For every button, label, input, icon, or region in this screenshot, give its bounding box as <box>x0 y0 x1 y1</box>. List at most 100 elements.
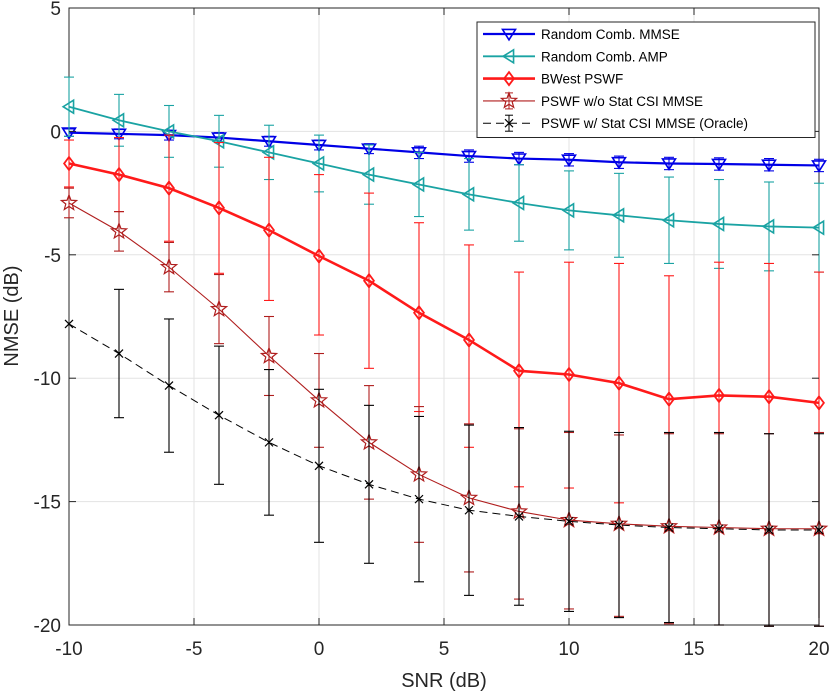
data-point-marker <box>263 222 275 239</box>
data-point-marker <box>501 48 515 65</box>
x-tick-label: 10 <box>558 639 579 660</box>
y-tick-label: 5 <box>50 0 61 20</box>
x-tick-label: 5 <box>439 639 450 660</box>
legend-label: PSWF w/o Stat CSI MMSE <box>541 94 703 109</box>
x-tick-label: -10 <box>55 639 82 660</box>
data-point-marker <box>511 153 527 166</box>
data-point-marker <box>811 219 825 236</box>
data-point-marker <box>503 70 515 87</box>
data-point-marker <box>811 160 827 173</box>
x-marker-stroke <box>464 505 474 515</box>
data-point-marker <box>564 516 574 526</box>
data-point-marker <box>713 387 725 404</box>
data-point-marker <box>813 394 825 411</box>
data-point-marker <box>214 410 224 420</box>
data-point-marker <box>611 156 627 170</box>
data-point-marker <box>814 525 824 535</box>
legend-item: PSWF w/o Stat CSI MMSE <box>483 91 703 110</box>
data-point-marker <box>561 154 577 168</box>
data-point-marker <box>611 207 625 224</box>
data-point-marker <box>761 159 777 173</box>
data-point-marker <box>413 304 425 321</box>
data-point-marker <box>501 28 517 42</box>
data-point-marker <box>711 216 725 232</box>
data-point-marker <box>363 272 375 289</box>
x-marker-stroke <box>714 524 724 534</box>
data-point-marker <box>209 299 229 317</box>
series-bwest-pswf <box>63 134 825 535</box>
x-marker-stroke <box>504 118 514 128</box>
x-tick-label: -5 <box>186 639 203 660</box>
data-point-marker <box>661 158 677 171</box>
data-point-marker <box>61 98 75 115</box>
series-line <box>68 162 820 405</box>
data-point-marker <box>614 520 624 530</box>
data-point-marker <box>159 257 179 275</box>
data-point-marker <box>664 523 674 532</box>
data-point-marker <box>563 366 575 383</box>
data-point-marker <box>63 155 75 172</box>
data-point-marker <box>461 186 475 203</box>
data-point-marker <box>261 144 275 161</box>
data-point-marker <box>311 155 325 172</box>
data-point-marker <box>361 143 377 157</box>
data-point-marker <box>164 381 174 391</box>
x-tick-label: 15 <box>683 639 704 660</box>
data-point-marker <box>663 391 675 408</box>
data-point-marker <box>461 150 477 164</box>
data-point-marker <box>113 166 125 183</box>
x-tick-label: 20 <box>808 639 829 660</box>
x-marker-stroke <box>64 319 74 329</box>
x-marker-stroke <box>314 461 324 471</box>
legend-label: PSWF w/ Stat CSI MMSE (Oracle) <box>541 116 748 131</box>
legend-label: Random Comb. MMSE <box>541 27 680 42</box>
x-marker-stroke <box>814 525 824 535</box>
x-marker-stroke <box>414 494 424 504</box>
y-tick-label: 0 <box>50 122 61 143</box>
data-point-marker <box>414 494 424 504</box>
data-point-marker <box>761 218 775 235</box>
data-point-marker <box>109 221 129 240</box>
legend-label: BWest PSWF <box>541 72 623 87</box>
legend-label: Random Comb. AMP <box>541 49 668 64</box>
data-point-marker <box>613 375 625 392</box>
data-point-marker <box>504 118 514 128</box>
data-point-marker <box>264 437 274 447</box>
x-marker-stroke <box>264 437 274 447</box>
data-point-marker <box>464 505 474 515</box>
data-point-marker <box>463 331 475 348</box>
series-line <box>68 202 819 530</box>
data-point-marker <box>64 319 74 329</box>
data-point-marker <box>714 524 724 534</box>
data-point-marker <box>711 158 727 172</box>
data-point-marker <box>211 133 225 150</box>
y-axis-label: NMSE (dB) <box>1 265 23 366</box>
legend-item: Random Comb. AMP <box>483 48 668 65</box>
x-tick-label: 0 <box>314 639 325 660</box>
y-tick-label: -15 <box>34 493 61 514</box>
data-point-marker <box>411 176 425 193</box>
data-point-marker <box>313 248 325 265</box>
data-point-marker <box>314 461 324 471</box>
legend-item: BWest PSWF <box>483 70 623 87</box>
data-point-marker <box>411 147 427 160</box>
data-point-marker <box>59 193 79 211</box>
series-pswf-w-stat-csi-mmse-oracle <box>64 288 824 627</box>
series-line <box>68 323 819 531</box>
x-marker-stroke <box>214 410 224 420</box>
legend: Random Comb. MMSE Random Comb. AMP BWest P… <box>476 21 816 138</box>
data-point-marker <box>111 112 125 129</box>
x-marker-stroke <box>164 381 174 391</box>
data-point-marker <box>364 479 374 489</box>
data-point-marker <box>763 388 775 405</box>
y-tick-label: -5 <box>44 246 61 267</box>
data-point-marker <box>499 91 519 109</box>
data-point-marker <box>213 199 225 216</box>
x-marker-stroke <box>764 525 774 535</box>
data-point-marker <box>764 525 774 535</box>
data-point-marker <box>514 511 524 521</box>
data-point-marker <box>513 362 525 379</box>
x-marker-stroke <box>364 479 374 489</box>
x-marker-stroke <box>564 516 574 526</box>
x-marker-stroke <box>664 523 674 532</box>
